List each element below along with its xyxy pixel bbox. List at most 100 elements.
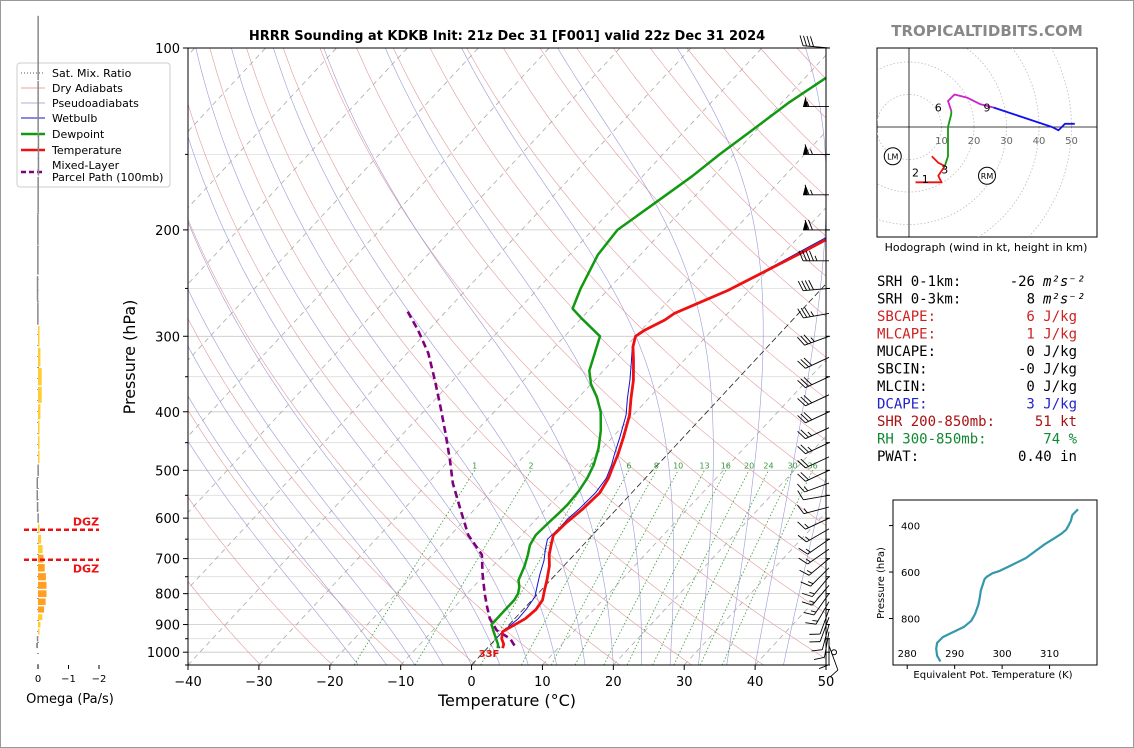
wind-barb [797, 356, 830, 369]
hodograph-segment [915, 155, 946, 184]
mixing-ratio-label: 13 [699, 461, 709, 470]
barb-half-flag [810, 311, 815, 317]
omega-bar [37, 81, 39, 133]
rm-storm-motion-marker [978, 166, 996, 185]
x-axis-label: Temperature (°C) [437, 691, 576, 710]
barb-shaft [803, 506, 830, 515]
omega-bar [38, 436, 40, 450]
wind-barb [797, 442, 830, 455]
mixing-ratio-label: 24 [763, 461, 773, 470]
isotherm-line [188, 48, 408, 285]
index-value: 3 J/kg [1026, 397, 1077, 413]
barb-full-flag [797, 473, 806, 482]
pseudoadiabat-line [188, 345, 416, 665]
mixing-ratio-line [414, 470, 532, 665]
surface-temperature-label: 33F [479, 649, 500, 660]
omega-bar [38, 621, 41, 628]
barb-full-flag [809, 633, 821, 635]
lm-storm-motion-marker [883, 147, 902, 166]
omega-bar [38, 606, 45, 613]
wind-barb [797, 411, 830, 424]
chart-title: HRRR Sounding at KDKB Init: 21z Dec 31 [… [249, 29, 765, 44]
mixing-ratio-label: 2 [529, 461, 534, 470]
omega-bar [37, 246, 39, 275]
y-tick-label: 800 [155, 588, 180, 603]
barb-shaft [805, 456, 830, 469]
omega-bar [36, 642, 38, 649]
mixing-ratio-label: 6 [626, 461, 631, 470]
omega-bar [38, 628, 40, 635]
barb-full-flag [801, 280, 807, 291]
index-value: 0.40 in [1018, 449, 1077, 465]
wind-barb [797, 279, 830, 292]
omega-bar [38, 598, 46, 605]
pseudoadiabat-line [188, 440, 359, 665]
barb-half-flag [803, 508, 808, 514]
barb-full-flag [804, 144, 810, 155]
y-tick-label: 900 [155, 619, 180, 634]
barb-half-flag [810, 337, 815, 342]
isotherm-line [188, 48, 337, 209]
isotherm-line [188, 48, 550, 437]
omega-bar [36, 276, 39, 301]
barb-full-flag [800, 307, 808, 318]
omega-bar [37, 302, 39, 325]
barb-shaft [807, 548, 830, 565]
barb-full-flag [803, 612, 815, 616]
isotherm-line [188, 48, 621, 514]
dry-adiabat-line [576, 48, 826, 317]
barb-pennant [803, 96, 808, 107]
barb-full-flag [797, 336, 805, 346]
mixing-ratio-line [574, 470, 679, 665]
dgz-label: DGZ [73, 516, 99, 529]
rm-storm-motion-label: RM [981, 172, 994, 181]
y-tick-label: 200 [155, 224, 180, 239]
theta-e-plot: 280 290 300 310 400 600 800 Equivalent Pot. Te… [876, 499, 1098, 681]
mixing-ratio-labels: 1 2 4 6 8 10 13 16 20 24 30 36 [472, 461, 818, 470]
index-label: SRH 0-1km: [877, 274, 961, 290]
barb-shaft [811, 585, 830, 606]
barb-half-flag [805, 548, 811, 553]
barb-full-flag [797, 280, 804, 291]
dry-adiabat-line [356, 48, 826, 570]
barb-shaft [804, 482, 830, 493]
omega-tick-label: −1 [61, 674, 76, 685]
barb-full-flag [797, 534, 807, 543]
barb-full-flag [808, 219, 813, 231]
dry-adiabat-line [393, 48, 826, 526]
barb-full-flag [800, 472, 809, 481]
index-value: 0 J/kg [1026, 344, 1077, 360]
barb-shaft [808, 558, 830, 576]
y-tick-label: 1000 [147, 646, 180, 661]
dgz-markers: DGZ DGZ [24, 516, 99, 576]
barb-full-flag [801, 592, 813, 598]
index-value: 74 % [1043, 432, 1077, 448]
mixing-ratio-line [521, 470, 630, 665]
barb-shaft [806, 528, 830, 543]
barb-shaft [821, 624, 830, 650]
wind-barb [803, 593, 830, 616]
omega-tick-label: 0 [35, 674, 41, 685]
mixing-ratio-lines [353, 470, 813, 665]
wind-barb [798, 250, 829, 262]
barb-full-flag [805, 622, 817, 625]
mixing-ratio-line [673, 470, 769, 665]
barb-full-flag [803, 395, 813, 404]
skew-t-plot-frame [187, 47, 827, 666]
theta-e-y-tick-label: 600 [901, 568, 920, 579]
omega-axis: 0 −1 −2 [35, 665, 106, 685]
hodograph-segment [943, 110, 953, 167]
y-tick-label: 100 [155, 42, 180, 57]
barb-shaft [805, 411, 830, 424]
barb-shaft [803, 45, 830, 49]
dry-adiabat-line [539, 48, 826, 358]
omega-bar [38, 386, 42, 403]
barb-full-flag [801, 601, 813, 606]
barb-full-flag [797, 460, 806, 469]
barb-full-flag [804, 307, 811, 317]
omega-bar [37, 513, 39, 523]
index-value: 0 J/kg [1026, 379, 1077, 395]
wind-barb [803, 184, 829, 196]
wind-barb [803, 219, 829, 231]
omega-bar [37, 176, 39, 213]
